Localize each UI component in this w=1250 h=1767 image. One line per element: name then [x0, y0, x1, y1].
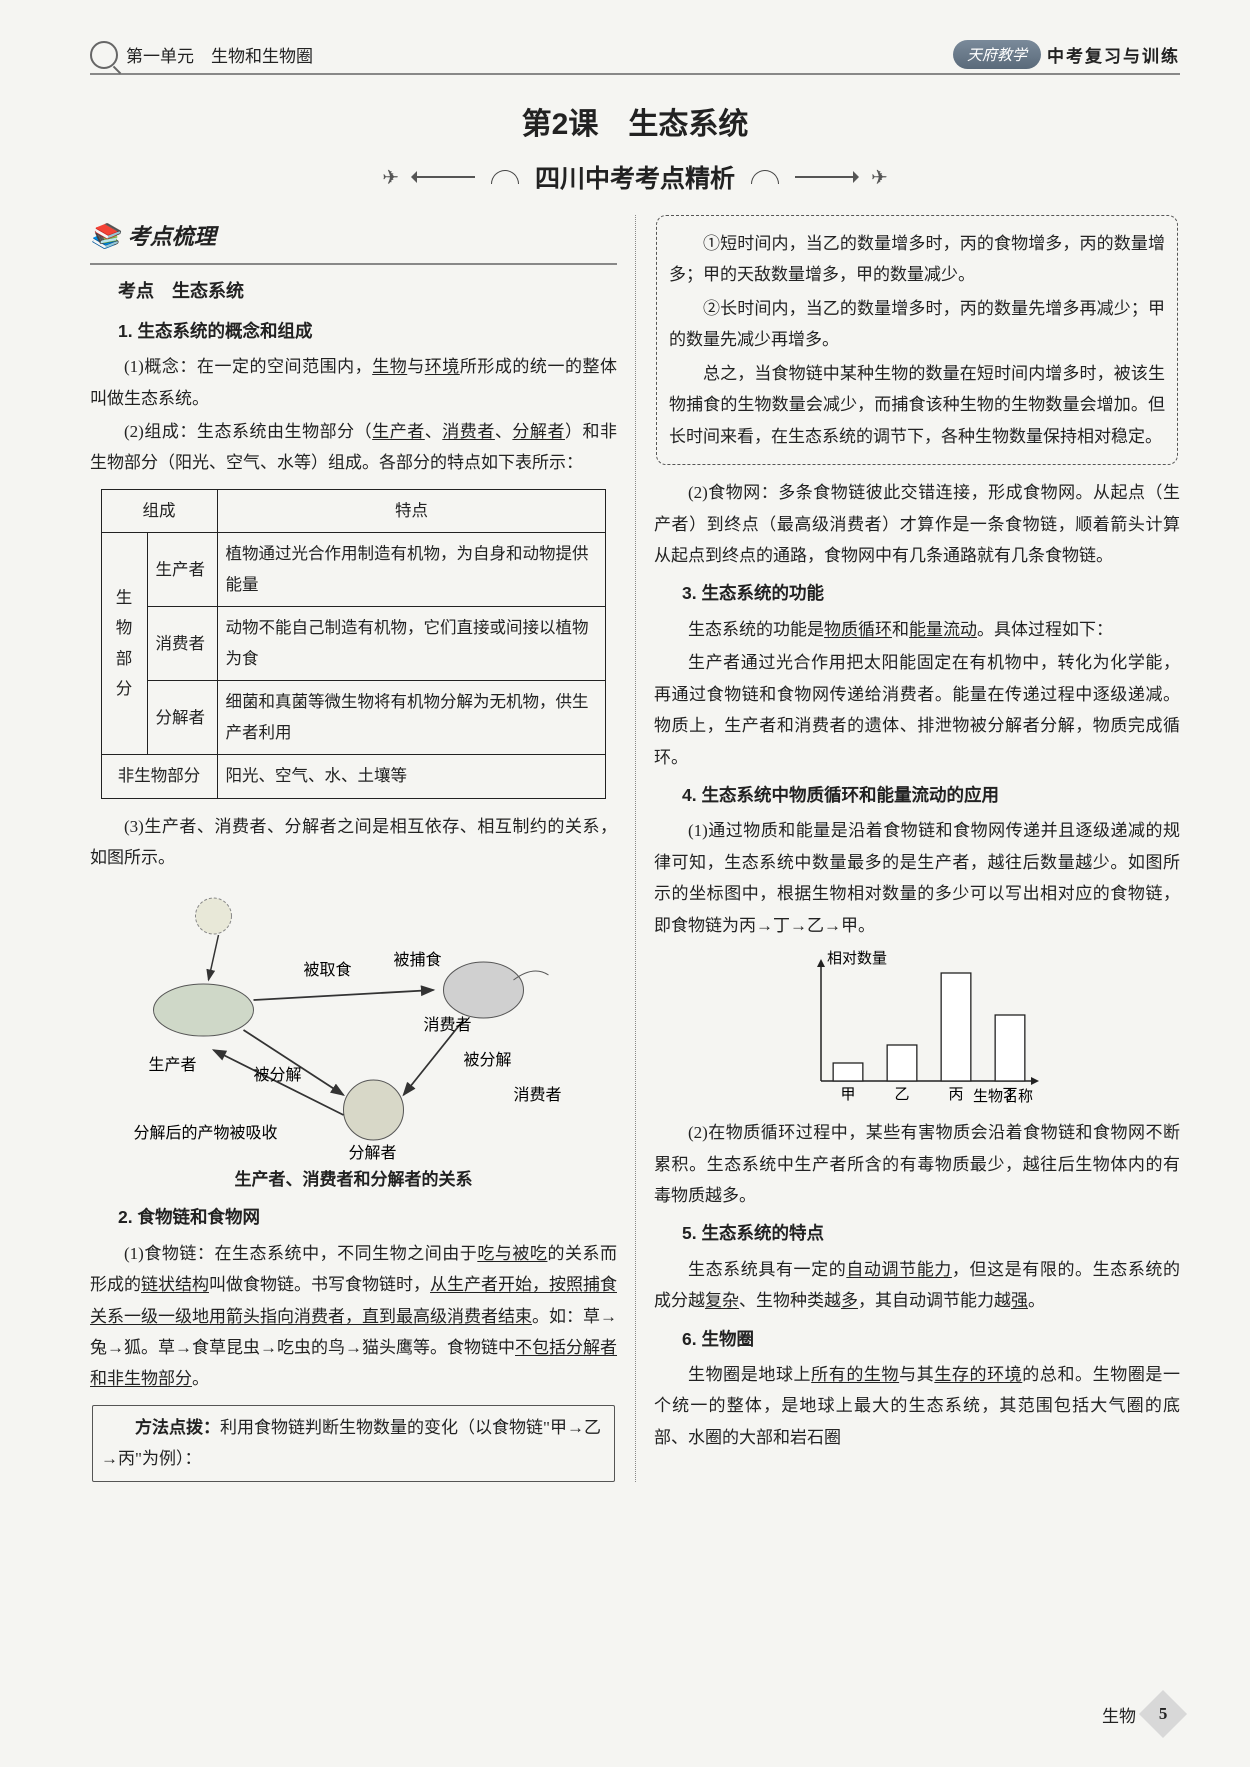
cell: 动物不能自己制造有机物，它们直接或间接以植物为食	[217, 607, 606, 681]
para-biosphere: 生物圈是地球上所有的生物与其生存的环境的总和。生物圈是一个统一的整体，是地球上最…	[654, 1359, 1180, 1453]
bar-chart-svg: 相对数量甲乙丙丁生物名称	[787, 947, 1047, 1107]
banner-text: 四川中考考点精析	[535, 159, 735, 195]
page-header: 第一单元 生物和生物圈 天府教学 中考复习与训练	[90, 40, 1180, 75]
footer-subject: 生物	[1102, 1702, 1136, 1727]
page-footer: 生物 5	[1102, 1697, 1180, 1731]
callout-line: ②长时间内，当乙的数量增多时，丙的数量先增多再减少；甲的数量先减少再增多。	[669, 293, 1165, 356]
cloud-icon	[491, 170, 519, 184]
heading-4: 4. 生态系统中物质循环和能量流动的应用	[682, 779, 1180, 811]
th-feature: 特点	[217, 489, 606, 533]
para-relation: (3)生产者、消费者、分解者之间是相互依存、相互制约的关系，如图所示。	[90, 811, 617, 874]
column-left: 📚 考点梳理 考点 生态系统 1. 生态系统的概念和组成 (1)概念：在一定的空…	[90, 215, 635, 1482]
section-banner: ✈ 四川中考考点精析 ✈	[90, 159, 1180, 195]
diagram-svg: 被取食 被捕食 消费者 被分解 被分解 生产者 分解后的产物被吸收 分解者 消费…	[90, 880, 617, 1160]
magnifier-icon	[90, 41, 118, 69]
th-composition: 组成	[101, 489, 217, 533]
table-header-row: 组成 特点	[101, 489, 606, 533]
para-concept: (1)概念：在一定的空间范围内，生物与环境所形成的统一的整体叫做生态系统。	[90, 351, 617, 414]
cell: 植物通过光合作用制造有机物，为自身和动物提供能量	[217, 533, 606, 607]
heading-1: 1. 生态系统的概念和组成	[118, 315, 617, 347]
heading-2: 2. 食物链和食物网	[118, 1201, 617, 1233]
svg-text:丙: 丙	[948, 1087, 963, 1103]
page-number: 5	[1159, 1704, 1168, 1724]
heading-3: 3. 生态系统的功能	[682, 577, 1180, 609]
label-consumer: 消费者	[424, 1016, 472, 1034]
para-function: 生态系统的功能是物质循环和能量流动。具体过程如下：	[654, 614, 1180, 645]
kaodian-sub: 考点 生态系统	[118, 275, 617, 308]
relationship-diagram: 被取食 被捕食 消费者 被分解 被分解 生产者 分解后的产物被吸收 分解者 消费…	[90, 880, 617, 1160]
lesson-title: 第2课 生态系统	[90, 99, 1180, 143]
plane-icon: ✈	[382, 165, 399, 190]
callout-line: 总之，当食物链中某种生物的数量在短时间内增多时，被该生物捕食的生物数量会减少，而…	[669, 358, 1165, 452]
cell-nonbio-label: 非生物部分	[101, 755, 217, 799]
cell: 消费者	[147, 607, 217, 681]
table-row: 分解者 细菌和真菌等微生物将有机物分解为无机物，供生产者利用	[101, 681, 606, 755]
brand-script: 天府教学	[953, 40, 1041, 69]
kaodian-header-text: 考点梳理	[128, 217, 216, 258]
label-consumer2: 消费者	[514, 1086, 562, 1104]
svg-text:生物名称: 生物名称	[973, 1088, 1033, 1105]
content-columns: 📚 考点梳理 考点 生态系统 1. 生态系统的概念和组成 (1)概念：在一定的空…	[90, 215, 1180, 1482]
label-decomposer: 分解者	[349, 1144, 397, 1160]
table-row: 非生物部分 阳光、空气、水、土壤等	[101, 755, 606, 799]
cell: 分解者	[147, 681, 217, 755]
para-function-detail: 生产者通过光合作用把太阳能固定在有机物中，转化为化学能，再通过食物链和食物网传递…	[654, 647, 1180, 773]
svg-text:乙: 乙	[894, 1087, 909, 1103]
label-producer: 生产者	[149, 1056, 197, 1074]
composition-table: 组成 特点 生物部分 生产者 植物通过光合作用制造有机物，为自身和动物提供能量 …	[101, 489, 607, 799]
method-text: 方法点拨：利用食物链判断生物数量的变化（以食物链"甲→乙→丙"为例）：	[101, 1412, 606, 1475]
label-decomp: 被分解	[464, 1051, 512, 1069]
para-feature: 生态系统具有一定的自动调节能力，但这是有限的。生态系统的成分越复杂、生物种类越多…	[654, 1254, 1180, 1317]
table-row: 消费者 动物不能自己制造有机物，它们直接或间接以植物为食	[101, 607, 606, 681]
unit-title: 第一单元 生物和生物圈	[126, 42, 313, 67]
callout-box: ①短时间内，当乙的数量增多时，丙的食物增多，丙的数量增多；甲的天敌数量增多，甲的…	[656, 215, 1178, 465]
svg-text:相对数量: 相对数量	[827, 950, 887, 967]
page-number-badge: 5	[1139, 1690, 1187, 1738]
table-row: 生物部分 生产者 植物通过光合作用制造有机物，为自身和动物提供能量	[101, 533, 606, 607]
heading-5: 5. 生态系统的特点	[682, 1217, 1180, 1249]
deco-line-left	[415, 176, 475, 178]
bar-chart: 相对数量甲乙丙丁生物名称	[787, 947, 1047, 1107]
callout-line: ①短时间内，当乙的数量增多时，丙的食物增多，丙的数量增多；甲的天敌数量增多，甲的…	[669, 228, 1165, 291]
para-application: (1)通过物质和能量是沿着食物链和食物网传递并且逐级递减的规律可知，生态系统中数…	[654, 815, 1180, 941]
cell: 阳光、空气、水、土壤等	[217, 755, 606, 799]
label-decomp2: 被分解	[254, 1066, 302, 1084]
label-caught: 被捕食	[394, 951, 442, 969]
header-left: 第一单元 生物和生物圈	[90, 41, 313, 69]
brand-tag: 中考复习与训练	[1047, 42, 1180, 67]
plane-icon: ✈	[871, 165, 888, 190]
cell-bio-label: 生物部分	[101, 533, 147, 755]
para-composition: (2)组成：生态系统由生物部分（生产者、消费者、分解者）和非生物部分（阳光、空气…	[90, 416, 617, 479]
cloud-icon	[751, 170, 779, 184]
kaodian-header: 📚 考点梳理	[90, 215, 617, 265]
header-right: 天府教学 中考复习与训练	[953, 40, 1180, 69]
label-absorbed: 分解后的产物被吸收	[134, 1124, 278, 1142]
label-eaten: 被取食	[304, 961, 352, 979]
heading-6: 6. 生物圈	[682, 1323, 1180, 1355]
deco-line-right	[795, 176, 855, 178]
column-right: ①短时间内，当乙的数量增多时，丙的食物增多，丙的数量增多；甲的天敌数量增多，甲的…	[635, 215, 1180, 1482]
cell: 生产者	[147, 533, 217, 607]
method-box: 方法点拨：利用食物链判断生物数量的变化（以食物链"甲→乙→丙"为例）：	[92, 1405, 615, 1482]
para-foodweb: (2)食物网：多条食物链彼此交错连接，形成食物网。从起点（生产者）到终点（最高级…	[654, 477, 1180, 571]
cell: 细菌和真菌等微生物将有机物分解为无机物，供生产者利用	[217, 681, 606, 755]
diagram-caption: 生产者、消费者和分解者的关系	[90, 1164, 617, 1195]
para-foodchain: (1)食物链：在生态系统中，不同生物之间由于吃与被吃的关系而形成的链状结构叫做食…	[90, 1238, 617, 1395]
books-icon: 📚	[90, 215, 120, 259]
svg-text:甲: 甲	[840, 1087, 855, 1103]
para-toxin: (2)在物质循环过程中，某些有害物质会沿着食物链和食物网不断累积。生态系统中生产…	[654, 1117, 1180, 1211]
